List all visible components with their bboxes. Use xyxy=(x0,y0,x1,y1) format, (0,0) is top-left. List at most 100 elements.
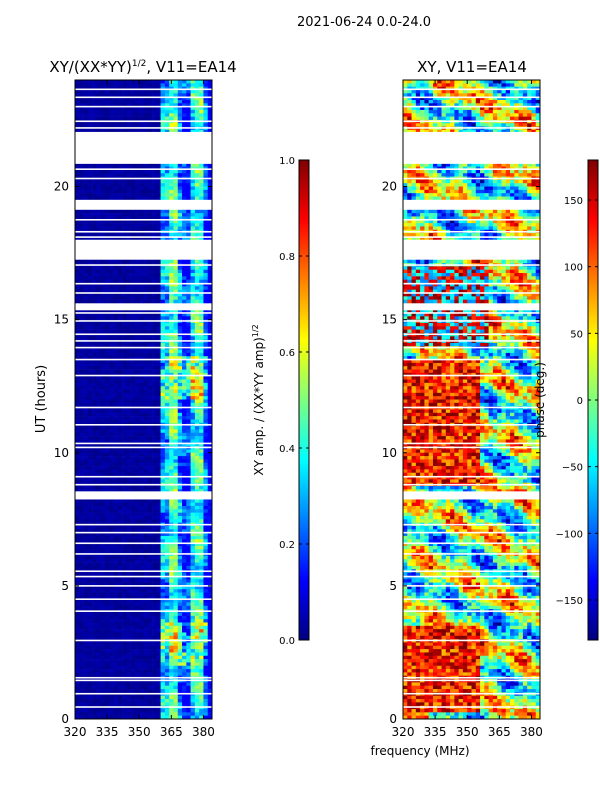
heatmap-cell xyxy=(186,419,191,424)
heatmap-cell xyxy=(182,86,187,91)
heatmap-cell xyxy=(104,209,110,214)
heatmap-cell xyxy=(87,189,93,194)
heatmap-cell xyxy=(152,545,157,550)
heatmap-cell xyxy=(207,326,213,330)
heatmap-cell xyxy=(190,539,196,543)
heatmap-cell xyxy=(122,669,127,673)
heatmap-cell xyxy=(100,466,106,470)
heatmap-cell xyxy=(83,216,89,221)
heatmap-cell xyxy=(143,655,149,660)
heatmap-cell xyxy=(173,312,179,317)
heatmap-cell xyxy=(83,402,89,407)
heatmap-cell xyxy=(199,472,204,477)
heatmap-cell xyxy=(79,382,84,387)
heatmap-cell xyxy=(203,412,209,417)
heatmap-cell xyxy=(182,379,187,384)
heatmap-cell xyxy=(203,169,209,174)
heatmap-cell xyxy=(134,269,140,274)
heatmap-cell xyxy=(126,459,131,464)
heatmap-cell xyxy=(130,316,136,320)
heatmap-cell xyxy=(147,642,153,647)
heatmap-cell xyxy=(122,592,127,597)
heatmap-cell xyxy=(96,279,101,284)
heatmap-cell xyxy=(169,599,174,603)
heatmap-cell xyxy=(87,559,93,563)
heatmap-cell xyxy=(134,565,140,570)
heatmap-cell xyxy=(156,273,161,277)
heatmap-cell xyxy=(160,499,166,503)
heatmap-cell xyxy=(109,213,114,217)
heatmap-cell xyxy=(177,629,183,633)
heatmap-cell xyxy=(207,665,213,670)
heatmap-cell xyxy=(130,426,136,430)
heatmap-cell xyxy=(190,436,196,440)
heatmap-cell xyxy=(139,629,144,633)
heatmap-cell xyxy=(87,106,93,111)
heatmap-cell xyxy=(152,236,157,241)
heatmap-cell xyxy=(203,86,209,91)
heatmap-cell xyxy=(130,486,136,490)
heatmap-cell xyxy=(160,213,166,217)
heatmap-cell xyxy=(160,629,166,633)
heatmap-cell xyxy=(113,512,119,517)
heatmap-cell xyxy=(113,166,119,171)
figure-suptitle: 2021-06-24 0.0-24.0 xyxy=(297,15,431,30)
heatmap-cell xyxy=(83,349,89,354)
heatmap-cell xyxy=(79,649,84,653)
heatmap-cell xyxy=(92,462,97,467)
heatmap-cell xyxy=(113,589,119,593)
heatmap-cell xyxy=(100,512,106,517)
heatmap-cell xyxy=(164,336,170,340)
heatmap-cell xyxy=(182,595,187,600)
heatmap-cell xyxy=(173,379,179,384)
heatmap-cell xyxy=(104,173,110,177)
heatmap-cell xyxy=(160,579,166,583)
heatmap-cell xyxy=(173,402,179,407)
heatmap-cell xyxy=(117,549,123,553)
heatmap-cell xyxy=(104,289,110,294)
heatmap-cell xyxy=(207,352,213,357)
heatmap-cell xyxy=(147,436,153,440)
heatmap-cell xyxy=(79,409,84,414)
heatmap-cell xyxy=(164,572,170,577)
heatmap-cell xyxy=(126,219,131,224)
heatmap-cell xyxy=(169,389,174,394)
heatmap-cell xyxy=(143,412,149,417)
heatmap-cell xyxy=(199,166,204,171)
heatmap-cell xyxy=(186,506,191,510)
heatmap-cell xyxy=(113,529,119,533)
heatmap-cell xyxy=(134,386,140,390)
heatmap-cell xyxy=(199,193,204,197)
heatmap-cell xyxy=(83,236,89,241)
heatmap-cell xyxy=(190,665,196,670)
heatmap-cell xyxy=(199,186,204,191)
heatmap-cell xyxy=(117,113,123,117)
heatmap-cell xyxy=(96,565,101,570)
heatmap-cell xyxy=(126,615,131,620)
heatmap-cell xyxy=(156,113,161,117)
heatmap-cell xyxy=(186,129,191,134)
heatmap-cell xyxy=(87,226,93,231)
heatmap-cell xyxy=(143,96,149,101)
heatmap-cell xyxy=(83,542,89,547)
heatmap-cell xyxy=(147,595,153,600)
heatmap-cell xyxy=(194,436,200,440)
heatmap-cell xyxy=(92,299,97,304)
heatmap-cell xyxy=(147,412,153,417)
heatmap-cell xyxy=(156,329,161,334)
heatmap-cell xyxy=(117,615,123,620)
heatmap-cell xyxy=(117,209,123,214)
heatmap-cell xyxy=(147,106,153,111)
heatmap-cell xyxy=(96,183,101,187)
heatmap-cell xyxy=(147,416,153,420)
heatmap-cell xyxy=(75,582,80,587)
heatmap-cell xyxy=(104,499,110,503)
heatmap-cell xyxy=(113,582,119,587)
heatmap-cell xyxy=(126,436,131,440)
heatmap-cell xyxy=(173,602,179,607)
heatmap-cell xyxy=(194,462,200,467)
heatmap-cell xyxy=(147,629,153,633)
heatmap-cell xyxy=(199,189,204,194)
heatmap-cell xyxy=(169,506,174,510)
heatmap-cell xyxy=(75,316,80,320)
